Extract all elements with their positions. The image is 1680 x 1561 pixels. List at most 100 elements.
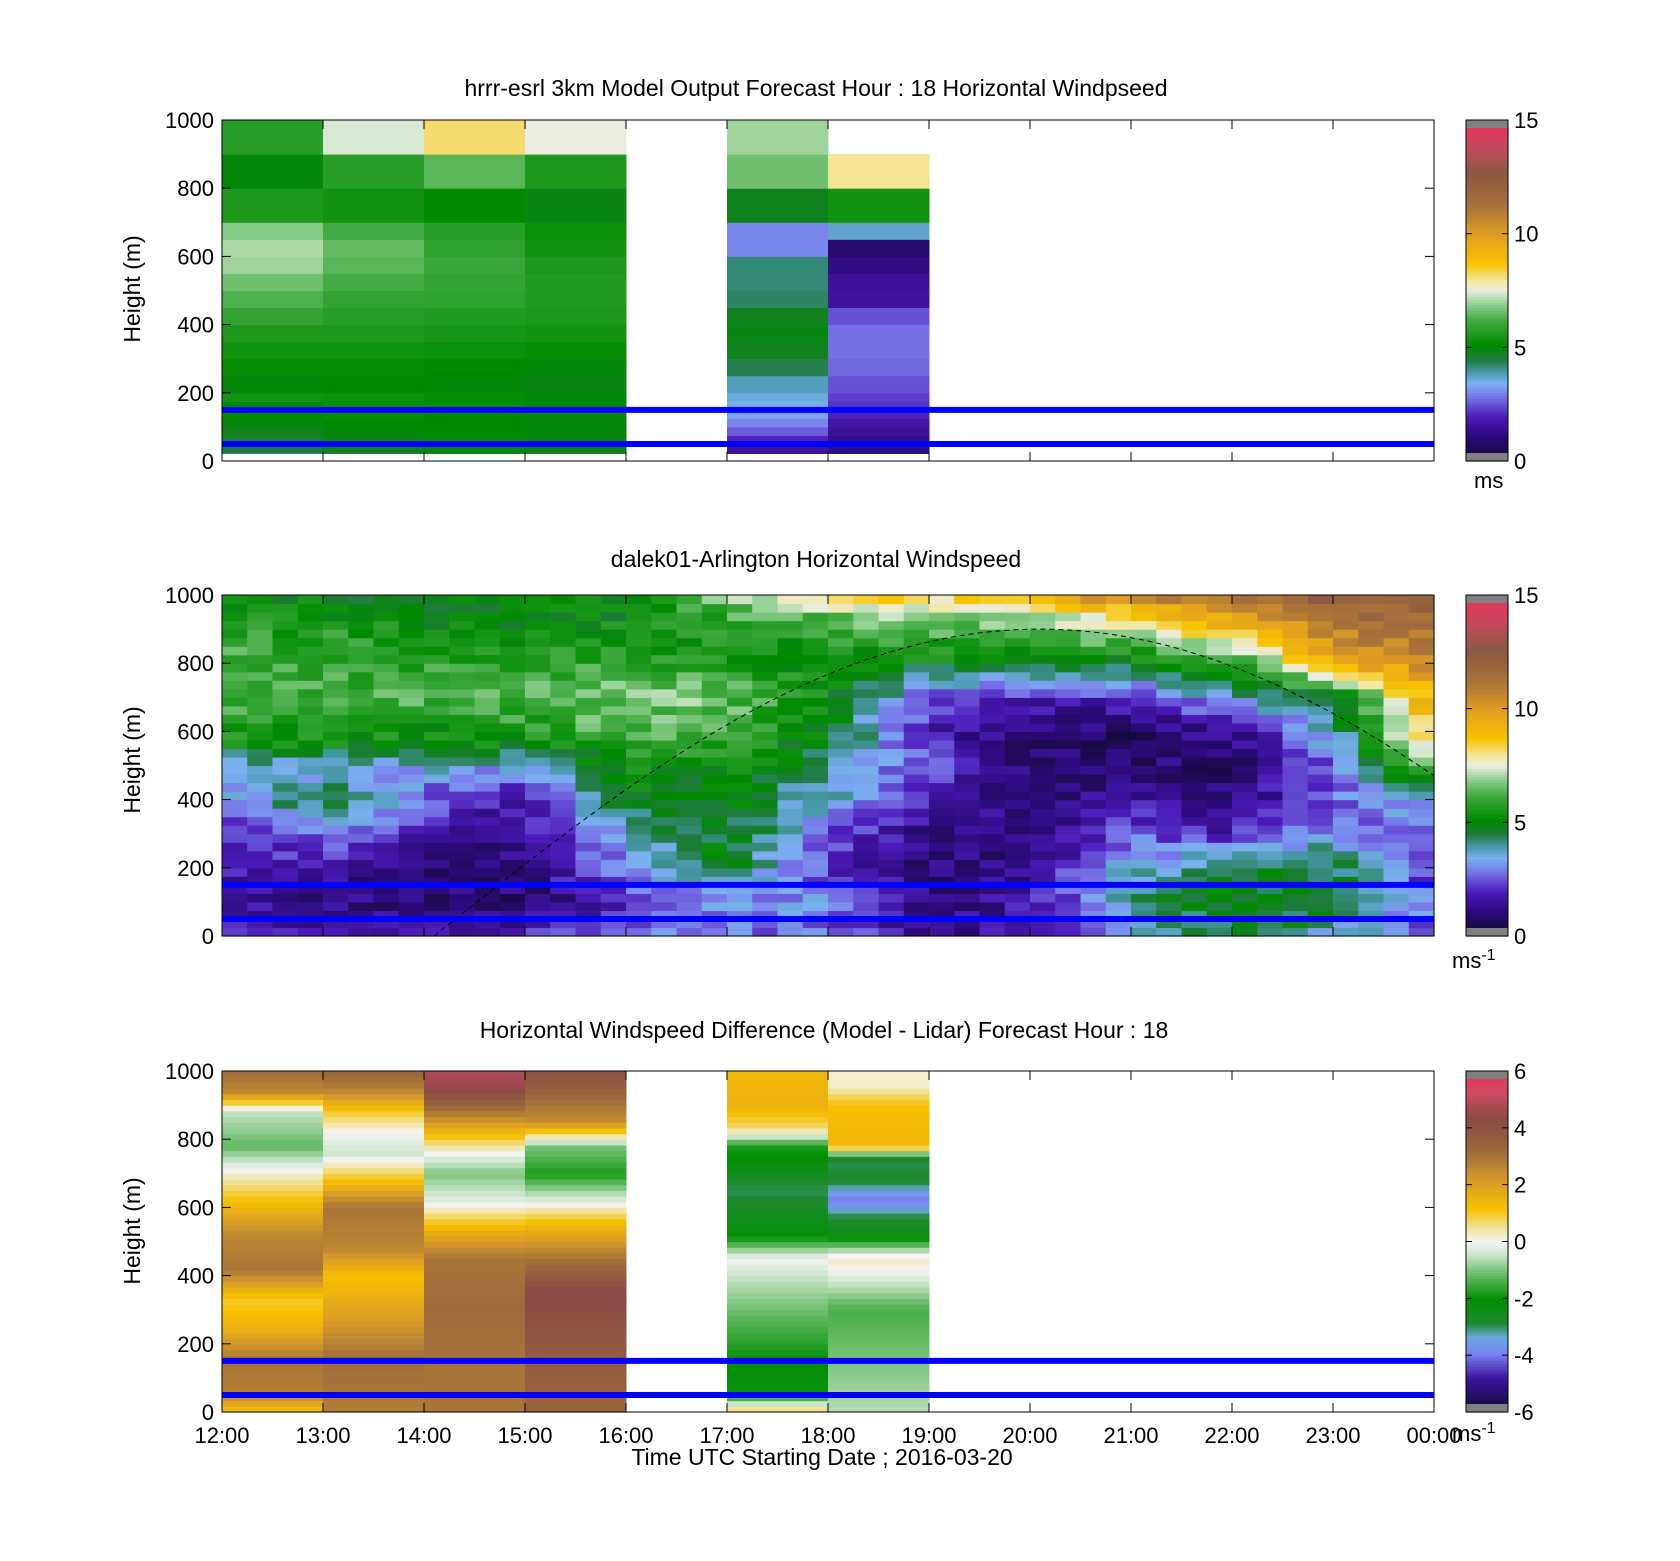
difference-colorbar-cell [1466,1281,1508,1285]
lidar-cell [1333,808,1359,818]
lidar-cell [323,918,349,929]
lidar-cell [701,901,728,912]
lidar-cell [727,646,753,656]
lidar-cell [600,663,627,673]
lidar-cell [1408,748,1435,758]
lidar-cell [727,782,753,792]
lidar-cell [1307,918,1334,929]
lidar-cell [802,782,829,792]
lidar-cell [676,901,703,912]
lidar-cell [1358,637,1385,647]
lidar-cell [828,688,854,698]
model-colorbar-cell [1466,372,1508,377]
lidar-cell [727,842,753,852]
difference-cell [525,1099,627,1106]
lidar-cell [1131,612,1157,622]
lidar-cell [449,884,476,894]
difference-cell [222,1321,324,1328]
lidar-cell [1206,739,1233,750]
lidar-cell [424,697,450,707]
lidar-cell [929,867,955,877]
lidar-cell [1282,918,1309,929]
lidar-cell [449,816,476,826]
lidar-cell [676,910,703,920]
lidar-colorbar-cell [1466,657,1508,661]
lidar-colorbar-cell [1466,697,1508,701]
lidar-cell [222,876,248,886]
lidar-cell [701,884,728,894]
lidar-cell [424,782,450,792]
lidar-cell [853,816,880,826]
model-colorbar-cell [1466,296,1508,300]
lidar-cell [1358,799,1385,809]
difference-cell [323,1173,425,1180]
lidar-cell [600,756,627,767]
lidar-cell [424,850,450,860]
lidar-cell [626,603,652,613]
lidar-cell [1408,893,1435,903]
model-cell [727,154,829,189]
lidar-cell [1333,646,1359,656]
model-cell [828,426,930,436]
lidar-cell [853,808,880,818]
lidar-cell [297,765,324,775]
model-cell [222,307,324,326]
lidar-cell [449,893,476,903]
lidar-cell [600,748,627,758]
lidar-cell [1131,816,1157,826]
lidar-cell [1030,603,1056,613]
difference-colorbar-cell [1466,1306,1508,1311]
lidar-cell [802,688,829,698]
difference-cell [424,1196,526,1203]
model-cell [222,452,324,454]
difference-colorbar-cell [1466,1096,1508,1101]
lidar-cell [474,901,501,912]
model-cell [727,409,829,419]
difference-cell [222,1196,324,1203]
lidar-cell [727,680,753,690]
difference-cell [222,1235,324,1243]
lidar-cell [1333,910,1359,920]
lidar-cell [802,654,829,664]
model-cell [222,392,324,402]
lidar-cell [1131,722,1157,732]
lidar-cell [929,663,955,673]
lidar-cell [1232,893,1258,903]
lidar-cell [626,842,652,852]
lidar-cell [676,739,703,750]
lidar-cell [651,731,678,741]
lidar-cell [802,918,829,929]
difference-cell [828,1400,930,1407]
model-ytick-label: 0 [202,449,214,474]
lidar-cell [474,884,501,894]
lidar-cell [752,782,779,792]
lidar-cell [600,646,627,656]
lidar-cell [1257,680,1284,690]
lidar-colorbar-cell [1466,776,1508,781]
lidar-cell [676,603,703,613]
model-cell [222,341,324,360]
lidar-cell [954,722,981,732]
lidar-cell [929,731,955,741]
lidar-cell [1383,833,1410,843]
lidar-cell [878,714,905,724]
lidar-cell [1358,697,1385,707]
difference-cell [525,1161,627,1169]
model-colorbar-cell [1466,404,1508,408]
model-cell [323,426,425,436]
lidar-cell [323,884,349,894]
lidar-cell [1156,808,1183,818]
lidar-cell [1408,663,1435,673]
lidar-cell [600,654,627,664]
lidar-cell [802,697,829,707]
lidar-cell [1282,680,1309,690]
lidar-colorbar-cell [1466,779,1508,784]
lidar-cell [828,671,854,681]
lidar-cell [777,756,804,767]
model-colorbar-cell [1466,242,1508,246]
lidar-cell [727,867,753,877]
lidar-cell [600,680,627,690]
difference-cell [828,1230,930,1237]
lidar-cell [752,842,779,852]
lidar-cell [1358,654,1385,664]
